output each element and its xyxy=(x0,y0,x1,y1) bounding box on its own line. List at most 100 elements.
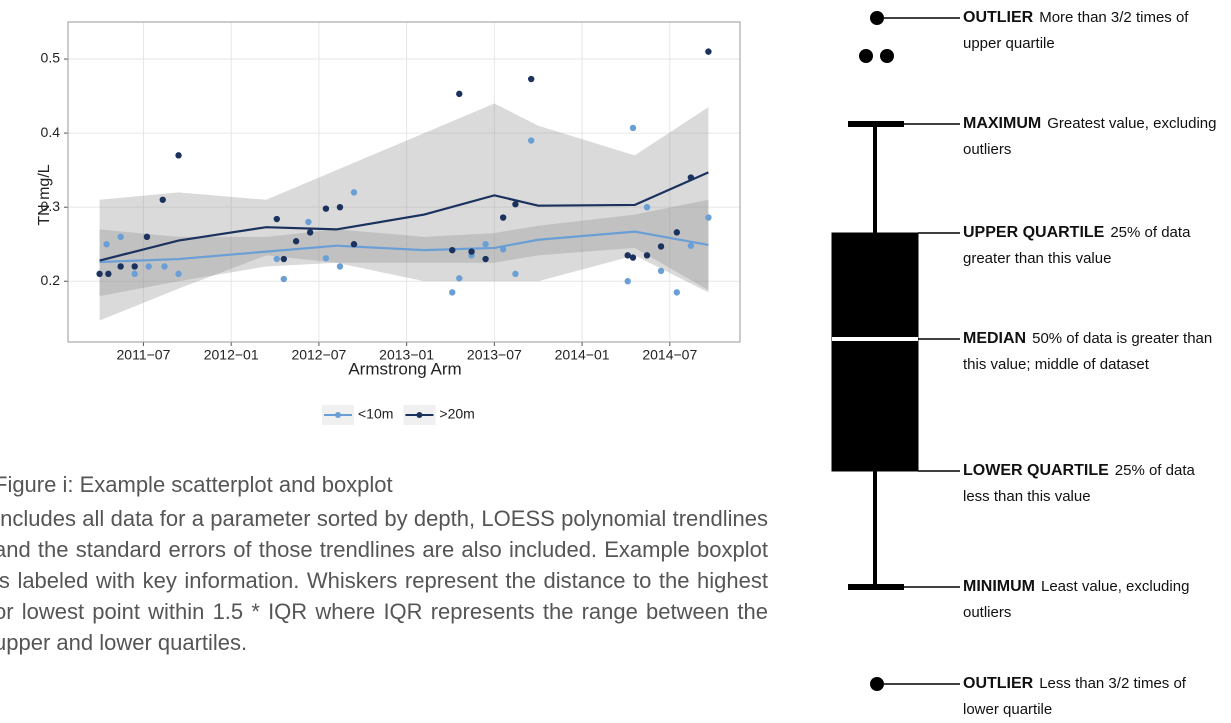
data-point xyxy=(117,233,124,241)
confidence-band xyxy=(99,199,709,297)
data-point xyxy=(499,214,507,221)
data-point xyxy=(280,275,288,283)
x-tick-label: 2014−01 xyxy=(555,347,610,363)
data-point xyxy=(482,255,489,263)
x-tick-label: 2013−01 xyxy=(379,347,434,363)
data-point xyxy=(673,289,681,296)
term: MINIMUM xyxy=(963,578,1035,595)
outlier-dot xyxy=(870,11,884,25)
y-tick-label: 0.2 xyxy=(41,272,61,288)
outlier-dot xyxy=(880,49,894,63)
data-point xyxy=(322,255,330,262)
data-point xyxy=(687,174,695,181)
term: MEDIAN xyxy=(963,330,1027,347)
description: 50% of data is greater than this value; … xyxy=(963,330,1213,373)
description: 25% of data greater than this value xyxy=(963,224,1191,267)
term: LOWER QUARTILE xyxy=(963,462,1109,479)
y-axis-label: TN mg/L xyxy=(36,164,53,225)
data-point xyxy=(512,270,519,278)
description: More than 3/2 times of upper quartile xyxy=(963,9,1189,52)
data-point xyxy=(175,152,182,159)
box-label: UPPER QUARTILE 25% of data greater than t… xyxy=(963,220,1225,272)
data-point xyxy=(449,246,456,254)
data-point xyxy=(657,267,665,275)
data-point xyxy=(280,255,288,263)
data-point xyxy=(499,246,507,253)
outlier-dot xyxy=(859,49,873,63)
data-point xyxy=(103,241,110,248)
data-point xyxy=(306,229,314,236)
y-tick-label: 0.4 xyxy=(41,124,61,140)
legend-dot xyxy=(416,412,423,418)
data-point xyxy=(456,275,463,282)
data-point xyxy=(624,278,631,285)
description: Least value, excluding outliers xyxy=(963,578,1190,621)
y-tick-label: 0.5 xyxy=(41,50,61,66)
y-tick-label: 0.3 xyxy=(41,198,61,214)
x-tick-label: 2011−07 xyxy=(117,347,171,363)
data-point xyxy=(336,263,344,270)
data-point xyxy=(468,248,475,255)
term: UPPER QUARTILE xyxy=(963,224,1105,241)
confidence-band xyxy=(99,103,709,321)
x-tick-label: 2012−07 xyxy=(291,347,346,363)
data-point xyxy=(350,189,358,196)
data-point xyxy=(705,48,712,55)
panel-border xyxy=(67,21,741,343)
legend-label: <10m xyxy=(358,406,393,422)
connectors xyxy=(884,17,960,685)
data-point xyxy=(336,203,344,211)
loess-line xyxy=(99,230,709,264)
term: OUTLIER xyxy=(963,675,1034,692)
loess-line xyxy=(99,171,709,262)
data-point xyxy=(117,263,124,270)
data-point xyxy=(96,270,103,278)
data-point xyxy=(322,205,330,212)
data-point xyxy=(449,289,456,296)
box-label: MAXIMUM Greatest value, excluding outlier… xyxy=(963,111,1225,163)
data-point xyxy=(305,218,312,226)
plot-area: 0.2 0.3 0.4 0.5 2011−07 2012−01 2012−07 2013−01… xyxy=(41,21,741,363)
description: 25% of data less than this value xyxy=(963,462,1195,505)
data-point xyxy=(687,242,695,249)
data-point xyxy=(175,270,182,278)
data-point xyxy=(643,252,651,259)
data-point xyxy=(482,241,489,248)
box-label: MINIMUM Least value, excluding outliers xyxy=(963,574,1225,626)
data-point xyxy=(456,90,463,98)
x-axis-label: Armstrong Arm xyxy=(348,359,461,378)
outlier-dot xyxy=(870,677,884,691)
caption-title: Figure i: Example scatterplot and boxplo… xyxy=(0,472,393,497)
data-point xyxy=(528,75,535,83)
data-point xyxy=(512,201,519,208)
term: OUTLIER xyxy=(963,9,1034,26)
data-point xyxy=(643,203,651,211)
data-point xyxy=(624,252,631,259)
data-point xyxy=(145,263,152,270)
description: Less than 3/2 times of lower quartile xyxy=(963,675,1186,718)
data-point xyxy=(528,137,535,144)
data-point xyxy=(131,263,138,270)
boxplot-diagram xyxy=(831,11,960,691)
data-point xyxy=(673,229,681,236)
data-point xyxy=(105,270,112,278)
data-point xyxy=(131,270,138,278)
legend-dot xyxy=(335,412,341,418)
box-label: OUTLIER More than 3/2 times of upper quar… xyxy=(963,5,1225,57)
data-point xyxy=(657,243,665,250)
data-point xyxy=(705,214,712,221)
data-point xyxy=(273,255,280,263)
data-point xyxy=(629,254,637,261)
data-point xyxy=(161,263,168,270)
caption-body: Includes all data for a parameter sorted… xyxy=(0,506,768,655)
term: MAXIMUM xyxy=(963,115,1042,132)
x-tick-label: 2014−07 xyxy=(642,347,697,363)
x-tick-label: 2012−01 xyxy=(204,347,259,363)
box xyxy=(831,232,919,472)
description: Greatest value, excluding outliers xyxy=(963,115,1217,158)
box-label: OUTLIER Less than 3/2 times of lower quar… xyxy=(963,671,1225,723)
box-label: LOWER QUARTILE 25% of data less than this… xyxy=(963,458,1225,510)
box-label: MEDIAN 50% of data is greater than this v… xyxy=(963,326,1225,378)
